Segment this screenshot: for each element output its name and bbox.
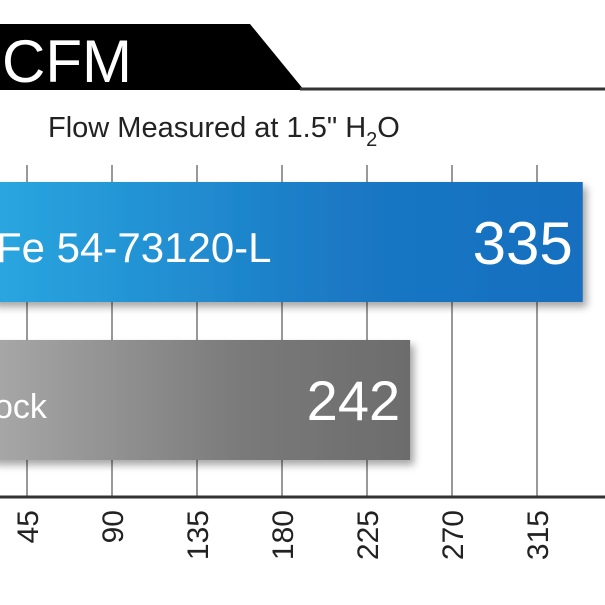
bar-value-label: 242 <box>307 369 400 432</box>
bar-category-label: Fe 54-73120-L <box>0 224 272 271</box>
bar-category-label: ock <box>0 388 48 426</box>
x-tick-label: 225 <box>352 510 385 560</box>
x-tick-label: 90 <box>97 510 130 543</box>
bar-value-label: 335 <box>473 210 573 277</box>
x-tick-label: 135 <box>182 510 215 560</box>
title-banner <box>0 24 304 90</box>
bar <box>0 340 411 460</box>
x-tick-label: 180 <box>267 510 300 560</box>
x-tick-label: 315 <box>522 510 555 560</box>
chart-title: CFM <box>2 28 132 95</box>
bar <box>0 182 583 302</box>
chart-subtitle: Flow Measured at 1.5" H2O <box>48 112 400 151</box>
x-tick-label: 270 <box>437 510 470 560</box>
x-tick-label: 45 <box>12 510 45 543</box>
